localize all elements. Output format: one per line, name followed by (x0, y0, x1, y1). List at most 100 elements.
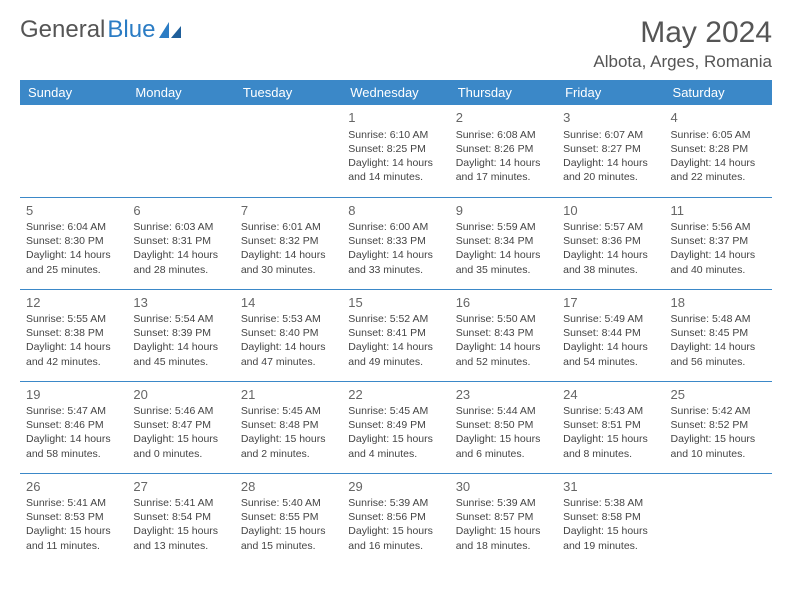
daylight-text: and 13 minutes. (133, 539, 228, 553)
daylight-text: and 4 minutes. (348, 447, 443, 461)
sunset-text: Sunset: 8:57 PM (456, 510, 551, 524)
daylight-text: and 6 minutes. (456, 447, 551, 461)
location: Albota, Arges, Romania (593, 52, 772, 72)
daylight-text: and 14 minutes. (348, 170, 443, 184)
daylight-text: Daylight: 14 hours (671, 248, 766, 262)
daylight-text: Daylight: 14 hours (348, 156, 443, 170)
day-number: 28 (241, 478, 336, 496)
calendar-cell: 8Sunrise: 6:00 AMSunset: 8:33 PMDaylight… (342, 197, 449, 289)
day-number: 31 (563, 478, 658, 496)
month-title: May 2024 (593, 16, 772, 50)
daylight-text: Daylight: 15 hours (563, 432, 658, 446)
calendar-cell: 5Sunrise: 6:04 AMSunset: 8:30 PMDaylight… (20, 197, 127, 289)
day-number: 12 (26, 294, 121, 312)
daylight-text: and 40 minutes. (671, 263, 766, 277)
daylight-text: and 58 minutes. (26, 447, 121, 461)
daylight-text: Daylight: 15 hours (348, 524, 443, 538)
sunrise-text: Sunrise: 6:01 AM (241, 220, 336, 234)
calendar-cell: 14Sunrise: 5:53 AMSunset: 8:40 PMDayligh… (235, 289, 342, 381)
sunset-text: Sunset: 8:34 PM (456, 234, 551, 248)
sunset-text: Sunset: 8:54 PM (133, 510, 228, 524)
day-number: 7 (241, 202, 336, 220)
day-number: 11 (671, 202, 766, 220)
daylight-text: and 8 minutes. (563, 447, 658, 461)
calendar-week-row: 1Sunrise: 6:10 AMSunset: 8:25 PMDaylight… (20, 105, 772, 197)
day-number: 2 (456, 109, 551, 127)
sunset-text: Sunset: 8:46 PM (26, 418, 121, 432)
sunset-text: Sunset: 8:52 PM (671, 418, 766, 432)
daylight-text: Daylight: 14 hours (671, 156, 766, 170)
calendar-cell: 3Sunrise: 6:07 AMSunset: 8:27 PMDaylight… (557, 105, 664, 197)
daylight-text: and 20 minutes. (563, 170, 658, 184)
calendar-cell: 13Sunrise: 5:54 AMSunset: 8:39 PMDayligh… (127, 289, 234, 381)
calendar-body: 1Sunrise: 6:10 AMSunset: 8:25 PMDaylight… (20, 105, 772, 565)
sunset-text: Sunset: 8:38 PM (26, 326, 121, 340)
sunrise-text: Sunrise: 5:48 AM (671, 312, 766, 326)
sunset-text: Sunset: 8:58 PM (563, 510, 658, 524)
calendar-cell: 27Sunrise: 5:41 AMSunset: 8:54 PMDayligh… (127, 473, 234, 565)
sunrise-text: Sunrise: 5:38 AM (563, 496, 658, 510)
sunrise-text: Sunrise: 5:54 AM (133, 312, 228, 326)
daylight-text: and 18 minutes. (456, 539, 551, 553)
daylight-text: and 10 minutes. (671, 447, 766, 461)
day-number: 15 (348, 294, 443, 312)
day-number: 21 (241, 386, 336, 404)
daylight-text: Daylight: 14 hours (241, 248, 336, 262)
daylight-text: Daylight: 15 hours (563, 524, 658, 538)
sunrise-text: Sunrise: 5:52 AM (348, 312, 443, 326)
sunset-text: Sunset: 8:47 PM (133, 418, 228, 432)
daylight-text: Daylight: 14 hours (133, 248, 228, 262)
sunrise-text: Sunrise: 5:47 AM (26, 404, 121, 418)
day-number: 16 (456, 294, 551, 312)
calendar-cell: 30Sunrise: 5:39 AMSunset: 8:57 PMDayligh… (450, 473, 557, 565)
daylight-text: and 54 minutes. (563, 355, 658, 369)
day-number: 26 (26, 478, 121, 496)
day-number: 25 (671, 386, 766, 404)
sunset-text: Sunset: 8:50 PM (456, 418, 551, 432)
sunrise-text: Sunrise: 5:41 AM (133, 496, 228, 510)
sunrise-text: Sunrise: 5:55 AM (26, 312, 121, 326)
sunrise-text: Sunrise: 6:03 AM (133, 220, 228, 234)
sunset-text: Sunset: 8:49 PM (348, 418, 443, 432)
calendar-cell: 7Sunrise: 6:01 AMSunset: 8:32 PMDaylight… (235, 197, 342, 289)
day-number: 23 (456, 386, 551, 404)
logo: GeneralBlue (20, 16, 183, 44)
daylight-text: Daylight: 15 hours (456, 524, 551, 538)
day-number: 20 (133, 386, 228, 404)
weekday-header: Thursday (450, 80, 557, 105)
logo-sail-icon (157, 20, 183, 40)
sunset-text: Sunset: 8:31 PM (133, 234, 228, 248)
daylight-text: Daylight: 14 hours (456, 156, 551, 170)
weekday-header: Tuesday (235, 80, 342, 105)
calendar-cell: 15Sunrise: 5:52 AMSunset: 8:41 PMDayligh… (342, 289, 449, 381)
sunrise-text: Sunrise: 5:39 AM (348, 496, 443, 510)
daylight-text: Daylight: 14 hours (348, 340, 443, 354)
sunset-text: Sunset: 8:53 PM (26, 510, 121, 524)
daylight-text: and 47 minutes. (241, 355, 336, 369)
calendar-cell: 9Sunrise: 5:59 AMSunset: 8:34 PMDaylight… (450, 197, 557, 289)
calendar-cell: 11Sunrise: 5:56 AMSunset: 8:37 PMDayligh… (665, 197, 772, 289)
sunset-text: Sunset: 8:27 PM (563, 142, 658, 156)
weekday-header: Sunday (20, 80, 127, 105)
sunset-text: Sunset: 8:41 PM (348, 326, 443, 340)
sunrise-text: Sunrise: 5:59 AM (456, 220, 551, 234)
calendar-cell: 25Sunrise: 5:42 AMSunset: 8:52 PMDayligh… (665, 381, 772, 473)
calendar-cell: 2Sunrise: 6:08 AMSunset: 8:26 PMDaylight… (450, 105, 557, 197)
daylight-text: and 22 minutes. (671, 170, 766, 184)
logo-text-blue: Blue (107, 16, 155, 44)
sunset-text: Sunset: 8:45 PM (671, 326, 766, 340)
day-number: 30 (456, 478, 551, 496)
daylight-text: and 30 minutes. (241, 263, 336, 277)
sunset-text: Sunset: 8:40 PM (241, 326, 336, 340)
daylight-text: Daylight: 14 hours (563, 248, 658, 262)
sunset-text: Sunset: 8:39 PM (133, 326, 228, 340)
sunset-text: Sunset: 8:55 PM (241, 510, 336, 524)
daylight-text: and 0 minutes. (133, 447, 228, 461)
calendar-cell (235, 105, 342, 197)
sunset-text: Sunset: 8:26 PM (456, 142, 551, 156)
sunset-text: Sunset: 8:32 PM (241, 234, 336, 248)
daylight-text: and 19 minutes. (563, 539, 658, 553)
sunrise-text: Sunrise: 6:07 AM (563, 128, 658, 142)
daylight-text: and 17 minutes. (456, 170, 551, 184)
daylight-text: Daylight: 14 hours (671, 340, 766, 354)
